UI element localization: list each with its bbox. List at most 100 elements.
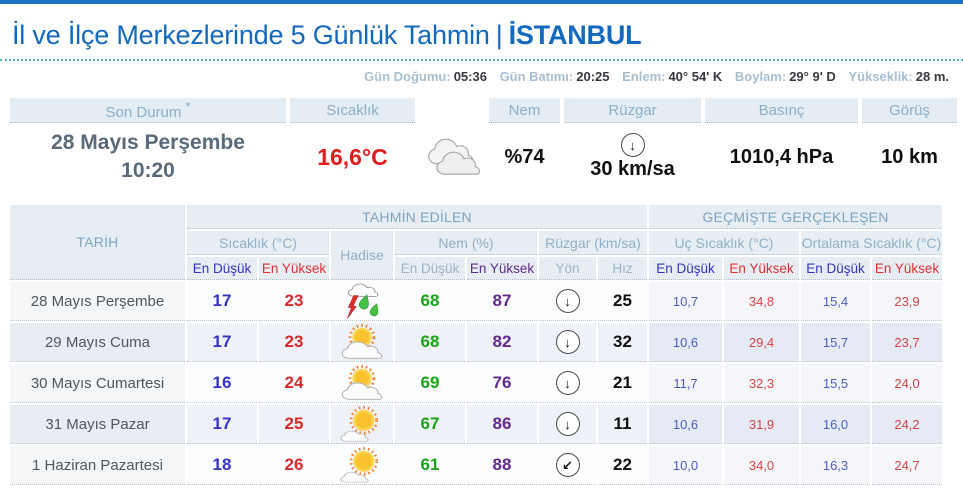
son-durum-asterisk: * bbox=[185, 99, 191, 114]
leaf-header-avg-min: En Düşük bbox=[801, 257, 870, 280]
leaf-header-temp-max: En Yüksek bbox=[259, 257, 329, 280]
wind-direction-south-icon: ↓ bbox=[555, 289, 580, 313]
station-info-bar: Gün Doğumu: 05:36 Gün Batımı: 20:25 Enlem:… bbox=[0, 61, 963, 88]
subheader-uc-sicaklik: Uç Sıcaklık (°C) bbox=[649, 231, 799, 255]
current-header-nem: Nem bbox=[489, 98, 560, 123]
row-wind-speed: 11 bbox=[598, 405, 647, 444]
row-ext-min: 10,7 bbox=[649, 282, 722, 321]
row-hum-min: 68 bbox=[395, 282, 465, 321]
leaf-header-hiz: Hız bbox=[598, 257, 647, 280]
row-ext-max: 34,0 bbox=[724, 446, 799, 485]
row-avg-min: 16,3 bbox=[801, 446, 870, 485]
row-wind-dir-cell: ↓ bbox=[539, 282, 596, 321]
row-ext-max: 29,4 bbox=[724, 323, 799, 362]
row-condition-cell bbox=[331, 405, 393, 444]
row-hum-min: 67 bbox=[395, 405, 465, 444]
row-wind-speed: 21 bbox=[598, 364, 647, 403]
page-title: İl ve İlçe Merkezlerinde 5 Günlük Tahmin… bbox=[0, 4, 963, 59]
current-header-sicaklik: Sıcaklık bbox=[290, 98, 415, 123]
subheader-ruzgar: Rüzgar (km/sa) bbox=[539, 231, 647, 255]
top-accent-bar bbox=[0, 0, 963, 4]
row-temp-min: 16 bbox=[187, 364, 257, 403]
current-temperature-cell: 16,6°C bbox=[290, 123, 415, 191]
thunderstorm-rain-icon bbox=[340, 282, 384, 320]
row-hum-max: 86 bbox=[467, 405, 537, 444]
wind-direction-south-icon: ↓ bbox=[555, 371, 580, 395]
leaf-header-temp-min: En Düşük bbox=[187, 257, 257, 280]
current-date: 28 Mayıs Perşembe bbox=[51, 130, 245, 154]
row-temp-min: 18 bbox=[187, 446, 257, 485]
row-wind-dir-cell: ↓ bbox=[539, 323, 596, 362]
row-ext-min: 11,7 bbox=[649, 364, 722, 403]
sunny-small-cloud-icon bbox=[340, 405, 384, 443]
row-condition-cell bbox=[331, 364, 393, 403]
group-header-gecmiste-gerceklesen: GEÇMİŞTE GERÇEKLEŞEN bbox=[649, 205, 942, 229]
sunny-small-cloud-icon bbox=[340, 446, 384, 484]
row-ext-max: 32,3 bbox=[724, 364, 799, 403]
row-ext-min: 10,6 bbox=[649, 405, 722, 444]
row-temp-max: 25 bbox=[259, 405, 329, 444]
forecast-row-day3: 30 Mayıs Cumartesi 16 24 69 76 ↓ 21 11,7… bbox=[10, 364, 942, 403]
row-ext-max: 31,9 bbox=[724, 405, 799, 444]
wind-direction-south-icon: ↓ bbox=[555, 330, 580, 354]
longitude-info: Boylam: 29° 9' D bbox=[734, 69, 836, 84]
row-temp-max: 26 bbox=[259, 446, 329, 485]
current-conditions-table: Son Durum * Sıcaklık Nem Rüzgar Basınç G… bbox=[6, 98, 961, 191]
wind-direction-southwest-icon: ↙ bbox=[555, 453, 580, 477]
current-visibility-cell: 10 km bbox=[862, 123, 957, 191]
sun-behind-cloud-icon bbox=[340, 323, 384, 361]
row-avg-max: 24,7 bbox=[872, 446, 942, 485]
row-temp-min: 17 bbox=[187, 323, 257, 362]
forecast-row-day2: 29 Mayıs Cuma 17 23 68 82 ↓ 32 10,6 29,4… bbox=[10, 323, 942, 362]
row-avg-min: 15,7 bbox=[801, 323, 870, 362]
current-temperature: 16,6°C bbox=[317, 143, 388, 170]
row-date: 1 Haziran Pazartesi bbox=[10, 446, 185, 485]
title-city: İSTANBUL bbox=[508, 20, 642, 50]
title-divider bbox=[0, 59, 963, 61]
current-header-basinc: Basınç bbox=[705, 98, 858, 123]
row-avg-min: 15,4 bbox=[801, 282, 870, 321]
subheader-sicaklik: Sıcaklık (°C) bbox=[187, 231, 329, 255]
sun-behind-cloud-icon bbox=[340, 364, 384, 402]
row-date: 29 Mayıs Cuma bbox=[10, 323, 185, 362]
altitude-info: Yükseklik: 28 m. bbox=[848, 69, 949, 84]
row-avg-max: 24,0 bbox=[872, 364, 942, 403]
sunset-info: Gün Batımı: 20:25 bbox=[499, 69, 610, 84]
row-avg-max: 24,2 bbox=[872, 405, 942, 444]
mostly-cloudy-icon bbox=[419, 132, 485, 182]
row-wind-speed: 22 bbox=[598, 446, 647, 485]
column-header-tarih: TARİH bbox=[10, 205, 185, 280]
leaf-header-ext-min: En Düşük bbox=[649, 257, 722, 280]
row-temp-min: 17 bbox=[187, 405, 257, 444]
current-header-gorus: Görüş bbox=[862, 98, 957, 123]
row-avg-max: 23,9 bbox=[872, 282, 942, 321]
row-date: 28 Mayıs Perşembe bbox=[10, 282, 185, 321]
row-temp-max: 23 bbox=[259, 323, 329, 362]
leaf-header-yon: Yön bbox=[539, 257, 596, 280]
group-header-tahmin-edilen: TAHMİN EDİLEN bbox=[187, 205, 647, 229]
row-hum-max: 82 bbox=[467, 323, 537, 362]
subheader-ortalama-sicaklik: Ortalama Sıcaklık (°C) bbox=[801, 231, 942, 255]
row-date: 30 Mayıs Cumartesi bbox=[10, 364, 185, 403]
row-avg-min: 15,5 bbox=[801, 364, 870, 403]
leaf-header-ext-max: En Yüksek bbox=[724, 257, 799, 280]
leaf-header-hum-min: En Düşük bbox=[395, 257, 465, 280]
leaf-header-avg-max: En Yüksek bbox=[872, 257, 942, 280]
current-humidity: %74 bbox=[504, 145, 545, 168]
row-hum-min: 68 bbox=[395, 323, 465, 362]
current-header-ruzgar: Rüzgar bbox=[564, 98, 701, 123]
row-wind-dir-cell: ↓ bbox=[539, 405, 596, 444]
current-header-son-durum: Son Durum * bbox=[10, 98, 286, 123]
wind-direction-south-icon: ↓ bbox=[555, 412, 580, 436]
row-condition-cell bbox=[331, 323, 393, 362]
row-wind-dir-cell: ↓ bbox=[539, 364, 596, 403]
current-header-icon-spacer bbox=[419, 98, 485, 123]
row-hum-min: 69 bbox=[395, 364, 465, 403]
row-ext-min: 10,0 bbox=[649, 446, 722, 485]
row-hum-min: 61 bbox=[395, 446, 465, 485]
latitude-info: Enlem: 40° 54' K bbox=[622, 69, 723, 84]
sunrise-info: Gün Doğumu: 05:36 bbox=[364, 69, 487, 84]
page-title-text: İl ve İlçe Merkezlerinde 5 Günlük Tahmin bbox=[12, 20, 490, 50]
row-temp-max: 23 bbox=[259, 282, 329, 321]
current-pressure: 1010,4 hPa bbox=[729, 145, 834, 168]
